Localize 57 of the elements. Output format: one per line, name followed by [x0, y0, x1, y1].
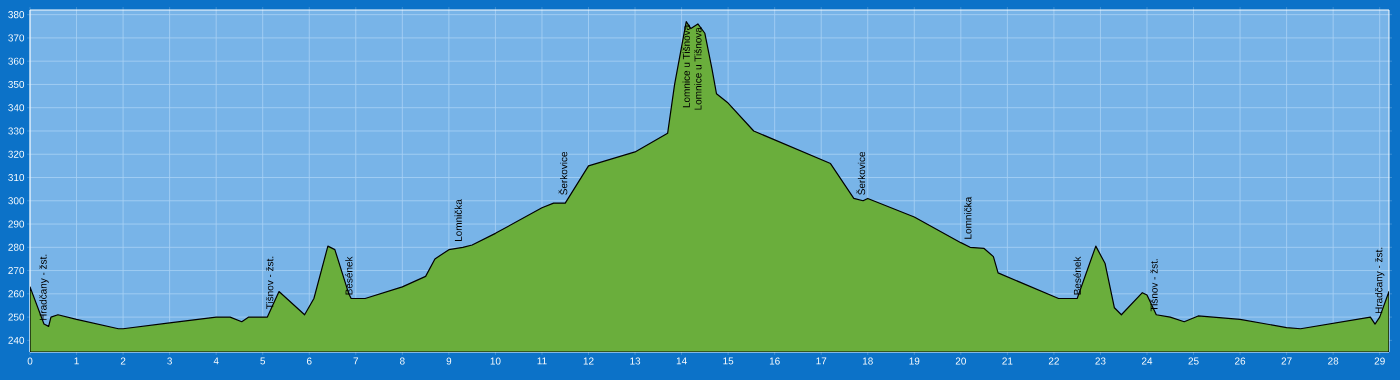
x-tick-label: 19 — [909, 357, 920, 365]
x-tick-label: 9 — [446, 357, 452, 365]
x-tick-label: 13 — [630, 357, 641, 365]
y-tick-label: 250 — [8, 313, 25, 321]
x-tick-label: 29 — [1374, 357, 1385, 365]
x-tick-label: 25 — [1188, 357, 1199, 365]
x-tick-label: 12 — [583, 357, 594, 365]
x-tick-label: 24 — [1141, 357, 1153, 365]
annotation: Lomnička — [964, 196, 972, 239]
y-tick-label: 330 — [8, 127, 25, 135]
annotation: Besének — [345, 256, 353, 295]
y-tick-label: 290 — [8, 220, 25, 228]
y-tick-label: 270 — [8, 267, 25, 275]
x-tick-label: 4 — [213, 357, 219, 365]
y-tick-label: 320 — [8, 150, 25, 158]
annotation: Lomnice u Tišnova — [694, 27, 702, 110]
x-tick-label: 28 — [1328, 357, 1339, 365]
x-tick-label: 10 — [490, 357, 501, 365]
annotation: Tišnov - žst. — [1150, 259, 1158, 312]
x-tick-label: 6 — [306, 357, 312, 365]
x-tick-label: 11 — [537, 357, 547, 365]
x-tick-label: 23 — [1095, 357, 1106, 365]
x-tick-label: 27 — [1281, 357, 1292, 365]
x-tick-label: 16 — [769, 357, 780, 365]
x-tick-label: 2 — [120, 357, 126, 365]
x-tick-label: 7 — [353, 357, 359, 365]
y-tick-label: 350 — [8, 80, 25, 88]
annotation: Hradčany - žst. — [1375, 247, 1385, 314]
x-tick-label: 18 — [862, 357, 873, 365]
x-tick-label: 15 — [723, 357, 734, 365]
x-tick-label: 0 — [27, 357, 33, 365]
annotation: Šerkovice — [558, 151, 568, 195]
annotation: Tišnov - žst. — [266, 256, 274, 310]
x-tick-label: 3 — [167, 357, 172, 365]
x-tick-label: 26 — [1235, 357, 1246, 365]
y-tick-label: 310 — [8, 173, 25, 182]
y-tick-label: 240 — [8, 336, 25, 344]
x-tick-label: 1 — [74, 357, 79, 365]
y-tick-label: 340 — [8, 104, 25, 112]
y-tick-label: 370 — [8, 34, 25, 42]
y-tick-label: 300 — [8, 197, 25, 205]
y-tick-label: 260 — [8, 290, 25, 298]
annotation: Lomnička — [454, 199, 462, 241]
x-tick-label: 21 — [1002, 357, 1013, 365]
x-tick-label: 20 — [955, 357, 966, 365]
annotation: Šerkovice — [856, 151, 866, 195]
y-tick-label: 360 — [8, 57, 25, 65]
x-tick-label: 17 — [816, 357, 827, 365]
x-tick-label: 8 — [400, 357, 405, 365]
x-tick-label: 5 — [260, 357, 266, 365]
y-tick-label: 280 — [8, 243, 25, 251]
annotation: Hradčany - žst. — [39, 254, 49, 321]
annotation: Lomnice u Tišnova — [682, 24, 690, 108]
y-tick-label: 380 — [8, 11, 25, 19]
annotation: Besének — [1073, 256, 1081, 295]
x-tick-label: 14 — [676, 357, 687, 365]
x-tick-label: 22 — [1048, 357, 1059, 365]
